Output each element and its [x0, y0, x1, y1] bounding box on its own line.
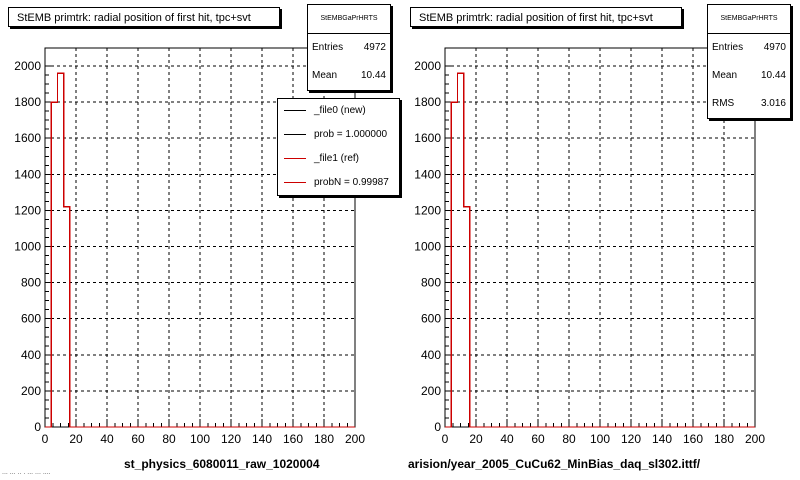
y-tick-label: 1600 — [14, 131, 41, 145]
legend-line-file1 — [284, 158, 306, 159]
left-legend: _file0 (new) prob = 1.000000 _file1 (ref… — [277, 98, 400, 196]
x-tick-label: 120 — [221, 432, 241, 446]
y-tick-label: 1400 — [14, 167, 41, 181]
right-plot-title-text: StEMB primtrk: radial position of first … — [419, 12, 653, 24]
right-stats-title: StEMBGaPrHRTS — [708, 5, 790, 34]
right-stats-entries: Entries 4970 — [712, 42, 786, 53]
x-tick-label: 20 — [69, 432, 83, 446]
right-x-axis-label: arision/year_2005_CuCu62_MinBias_daq_sl3… — [408, 457, 701, 471]
histogram-series-0 — [45, 72, 355, 428]
legend-entry-prob: prob = 1.000000 — [278, 123, 399, 147]
left-x-axis-label: st_physics_6080011_raw_1020004 — [124, 457, 320, 471]
right-stats-mean: Mean 10.44 — [712, 70, 786, 81]
x-tick-label: 40 — [100, 432, 114, 446]
y-tick-label: 2000 — [14, 59, 41, 73]
x-tick-label: 140 — [252, 432, 272, 446]
x-tick-label: 200 — [745, 432, 765, 446]
x-tick-label: 120 — [621, 432, 641, 446]
histogram-series-0 — [445, 72, 755, 428]
y-tick-label: 200 — [21, 384, 41, 398]
legend-entry-file1: _file1 (ref) — [278, 147, 399, 171]
footer-text: ... ... .. . ... ... .... — [2, 469, 51, 476]
y-tick-label: 400 — [421, 348, 441, 362]
y-tick-label: 2000 — [414, 59, 441, 73]
x-tick-label: 80 — [562, 432, 576, 446]
y-tick-label: 1200 — [414, 203, 441, 217]
right-histogram-pad: 0 20 40 60 80 100 120 140 160 180 200 0 200 400 600 800… — [400, 0, 800, 480]
right-plot-title: StEMB primtrk: radial position of first … — [410, 7, 682, 27]
left-plot-title-text: StEMB primtrk: radial position of first … — [17, 12, 251, 24]
y-tick-label: 0 — [434, 420, 441, 434]
x-tick-label: 20 — [469, 432, 483, 446]
y-tick-label: 800 — [21, 276, 41, 290]
plot-area — [445, 48, 755, 427]
x-tick-label: 100 — [590, 432, 610, 446]
y-tick-label: 1400 — [414, 167, 441, 181]
right-histogram-plot: 0 20 40 60 80 100 120 140 160 180 2000200400600800… — [414, 47, 765, 446]
x-tick-label: 200 — [345, 432, 365, 446]
legend-line-file0 — [284, 110, 306, 111]
y-tick-label: 1000 — [414, 240, 441, 254]
x-tick-label: 60 — [131, 432, 145, 446]
left-plot-title: StEMB primtrk: radial position of first … — [8, 7, 280, 27]
legend-entry-probn: probN = 0.99987 — [278, 171, 399, 195]
legend-line-probn — [284, 182, 306, 183]
x-tick-label: 180 — [714, 432, 734, 446]
right-stats-rms: RMS 3.016 — [712, 98, 786, 109]
left-stats-title: StEMBGaPrHRTS — [308, 5, 390, 34]
y-tick-label: 1800 — [414, 95, 441, 109]
y-tick-label: 1800 — [14, 95, 41, 109]
left-histogram-pad: 0 20 40 60 80 100 120 140 160 180 200 0 200 400 600 800… — [8, 4, 400, 471]
left-stats-box: StEMBGaPrHRTS Entries 4972 Mean 10.44 — [307, 4, 391, 91]
y-tick-label: 800 — [421, 276, 441, 290]
y-tick-label: 1600 — [414, 131, 441, 145]
x-tick-label: 60 — [531, 432, 545, 446]
x-tick-label: 160 — [683, 432, 703, 446]
y-tick-label: 600 — [421, 312, 441, 326]
x-tick-label: 0 — [42, 432, 49, 446]
right-stats-box: StEMBGaPrHRTS Entries 4970 Mean 10.44 RM… — [707, 4, 791, 119]
y-tick-label: 0 — [34, 420, 41, 434]
legend-line-prob — [284, 134, 306, 135]
x-tick-label: 40 — [500, 432, 514, 446]
left-stats-entries: Entries 4972 — [312, 42, 386, 53]
x-tick-label: 140 — [652, 432, 672, 446]
y-tick-label: 1000 — [14, 240, 41, 254]
left-stats-mean: Mean 10.44 — [312, 70, 386, 81]
y-tick-label: 600 — [21, 312, 41, 326]
x-tick-label: 80 — [162, 432, 176, 446]
x-tick-label: 100 — [190, 432, 210, 446]
y-tick-label: 400 — [21, 348, 41, 362]
y-tick-label: 1200 — [14, 203, 41, 217]
y-tick-label: 200 — [421, 384, 441, 398]
legend-entry-file0: _file0 (new) — [278, 99, 399, 123]
x-tick-label: 160 — [283, 432, 303, 446]
x-tick-label: 0 — [442, 432, 449, 446]
x-tick-label: 180 — [314, 432, 334, 446]
